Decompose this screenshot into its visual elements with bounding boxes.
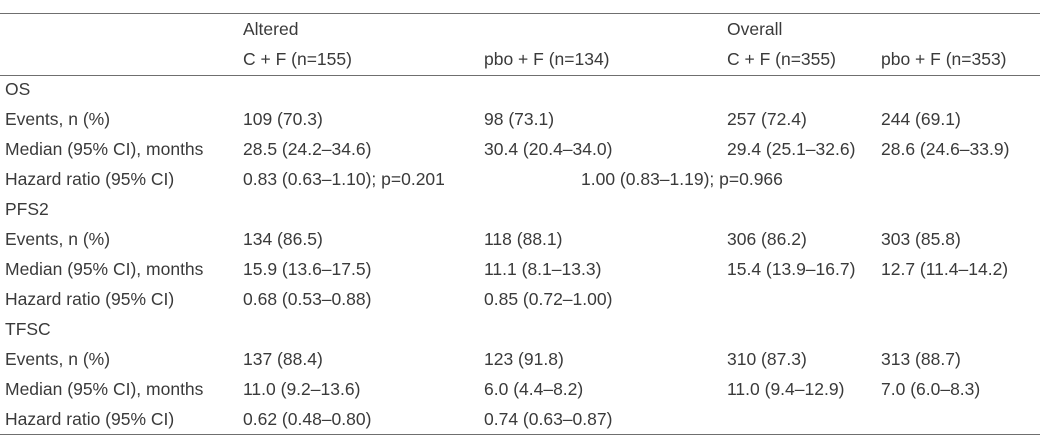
table-cell: 12.7 (11.4–14.2)	[881, 259, 1009, 279]
table-top-rule	[0, 13, 1040, 14]
table-cell: 98 (73.1)	[484, 109, 555, 129]
row-label: Median (95% CI), months	[5, 379, 204, 399]
table-cell: 7.0 (6.0–8.3)	[881, 379, 981, 399]
table-cell: 257 (72.4)	[727, 109, 807, 129]
table-row: Median (95% CI), months 15.9 (13.6–17.5)…	[0, 254, 1052, 284]
row-label: Median (95% CI), months	[5, 139, 204, 159]
table-cell: 0.83 (0.63–1.10); p=0.201	[243, 169, 445, 189]
table-cell: 137 (88.4)	[243, 349, 323, 369]
header-column-row: C + F (n=155) pbo + F (n=134) C + F (n=3…	[0, 44, 1052, 74]
table-row: Hazard ratio (95% CI) 0.83 (0.63–1.10); …	[0, 164, 1052, 194]
section-title: TFSC	[5, 319, 51, 339]
table-row: Hazard ratio (95% CI) 0.62 (0.48–0.80) 0…	[0, 404, 1052, 434]
column-header-altered-pbo: pbo + F (n=134)	[484, 49, 610, 69]
column-header-overall-cf: C + F (n=355)	[727, 49, 836, 69]
table-cell: 134 (86.5)	[243, 229, 323, 249]
table-cell: 118 (88.1)	[484, 229, 563, 249]
table-cell: 0.74 (0.63–0.87)	[484, 409, 613, 429]
table-cell: 310 (87.3)	[727, 349, 807, 369]
table-cell: 0.62 (0.48–0.80)	[243, 409, 372, 429]
table-cell: 11.1 (8.1–13.3)	[484, 259, 602, 279]
group-header-altered: Altered	[243, 19, 299, 39]
table-cell: 15.4 (13.9–16.7)	[727, 259, 856, 279]
row-label: Median (95% CI), months	[5, 259, 204, 279]
row-label: Events, n (%)	[5, 229, 111, 249]
table-cell: 109 (70.3)	[243, 109, 323, 129]
table-cell: 313 (88.7)	[881, 349, 961, 369]
table-cell: 1.00 (0.83–1.19); p=0.966	[581, 169, 783, 189]
column-header-overall-pbo: pbo + F (n=353)	[881, 49, 1007, 69]
row-label: Hazard ratio (95% CI)	[5, 409, 175, 429]
table-cell: 6.0 (4.4–8.2)	[484, 379, 584, 399]
section-row-os: OS	[0, 74, 1052, 104]
table-cell: 29.4 (25.1–32.6)	[727, 139, 856, 159]
table-cell: 28.6 (24.6–33.9)	[881, 139, 1010, 159]
table-cell: 0.85 (0.72–1.00)	[484, 289, 613, 309]
section-row-pfs2: PFS2	[0, 194, 1052, 224]
header-rule	[0, 75, 1040, 76]
row-label: Events, n (%)	[5, 109, 111, 129]
table-row: Events, n (%) 109 (70.3) 98 (73.1) 257 (…	[0, 104, 1052, 134]
table-cell: 30.4 (20.4–34.0)	[484, 139, 613, 159]
header-group-row: Altered Overall	[0, 14, 1052, 44]
table-cell: 244 (69.1)	[881, 109, 961, 129]
row-label: Events, n (%)	[5, 349, 111, 369]
table-cell: 11.0 (9.4–12.9)	[727, 379, 845, 399]
table-row: Events, n (%) 137 (88.4) 123 (91.8) 310 …	[0, 344, 1052, 374]
table-row: Hazard ratio (95% CI) 0.68 (0.53–0.88) 0…	[0, 284, 1052, 314]
table-row: Median (95% CI), months 11.0 (9.2–13.6) …	[0, 374, 1052, 404]
table-cell: 28.5 (24.2–34.6)	[243, 139, 372, 159]
section-row-tfsc: TFSC	[0, 314, 1052, 344]
table-cell: 306 (86.2)	[727, 229, 807, 249]
table-cell: 123 (91.8)	[484, 349, 564, 369]
table-cell: 15.9 (13.6–17.5)	[243, 259, 372, 279]
table-row: Events, n (%) 134 (86.5) 118 (88.1) 306 …	[0, 224, 1052, 254]
table-row: Median (95% CI), months 28.5 (24.2–34.6)…	[0, 134, 1052, 164]
table-bottom-rule	[0, 434, 1040, 435]
table-cell: 303 (85.8)	[881, 229, 961, 249]
row-label: Hazard ratio (95% CI)	[5, 289, 175, 309]
table-cell: 0.68 (0.53–0.88)	[243, 289, 372, 309]
group-header-overall: Overall	[727, 19, 783, 39]
row-label: Hazard ratio (95% CI)	[5, 169, 175, 189]
section-title: OS	[5, 79, 31, 99]
table-cell: 11.0 (9.2–13.6)	[243, 379, 361, 399]
section-title: PFS2	[5, 199, 49, 219]
column-header-altered-cf: C + F (n=155)	[243, 49, 352, 69]
